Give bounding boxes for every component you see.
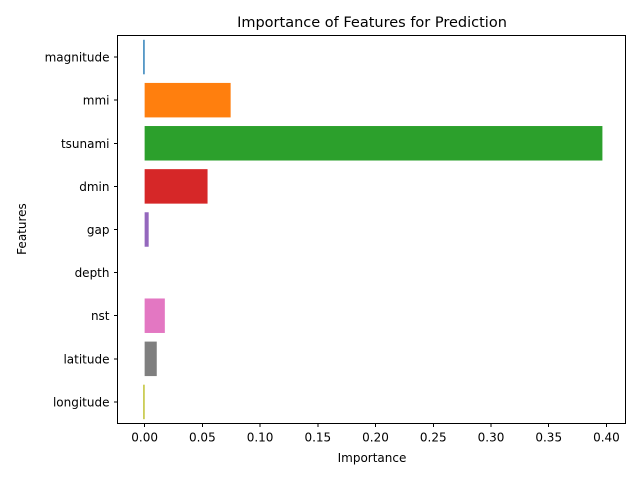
x-tick-label: 0.20 [362, 431, 389, 445]
x-tick-label: 0.25 [420, 431, 447, 445]
y-tick-label: nst [91, 309, 110, 323]
y-tick-label: magnitude [45, 51, 110, 65]
y-axis-ticks: magnitude mmi tsunami dmin gap depth nst latitu… [45, 51, 118, 409]
y-tick-label: mmi [83, 94, 110, 108]
y-axis-label: Features [15, 203, 29, 255]
bars-group [143, 39, 603, 420]
chart-title: Importance of Features for Prediction [237, 15, 507, 31]
bar-dmin [144, 169, 208, 204]
x-tick-label: 0.30 [478, 431, 505, 445]
y-tick-label: tsunami [61, 137, 110, 151]
bar-nst [144, 298, 165, 333]
y-tick-label: longitude [53, 395, 110, 409]
y-tick-label: dmin [79, 180, 109, 194]
bar-latitude [144, 341, 157, 377]
y-tick-label: latitude [63, 352, 109, 366]
y-tick-label: gap [87, 223, 110, 237]
bar-longitude [143, 384, 145, 420]
bar-mmi [144, 82, 231, 118]
x-axis-ticks: 0.00 0.05 0.10 0.15 0.20 0.25 0.30 0.35 0.40 [131, 423, 620, 445]
bar-magnitude [143, 39, 145, 75]
y-tick-label: depth [75, 266, 110, 280]
x-tick-label: 0.00 [131, 431, 158, 445]
x-tick-label: 0.35 [535, 431, 562, 445]
x-axis-label: Importance [338, 451, 407, 465]
bar-gap [144, 212, 149, 247]
bar-tsunami [144, 126, 603, 161]
x-tick-label: 0.05 [189, 431, 216, 445]
x-tick-label: 0.15 [304, 431, 331, 445]
x-tick-label: 0.10 [247, 431, 274, 445]
x-tick-label: 0.40 [593, 431, 620, 445]
